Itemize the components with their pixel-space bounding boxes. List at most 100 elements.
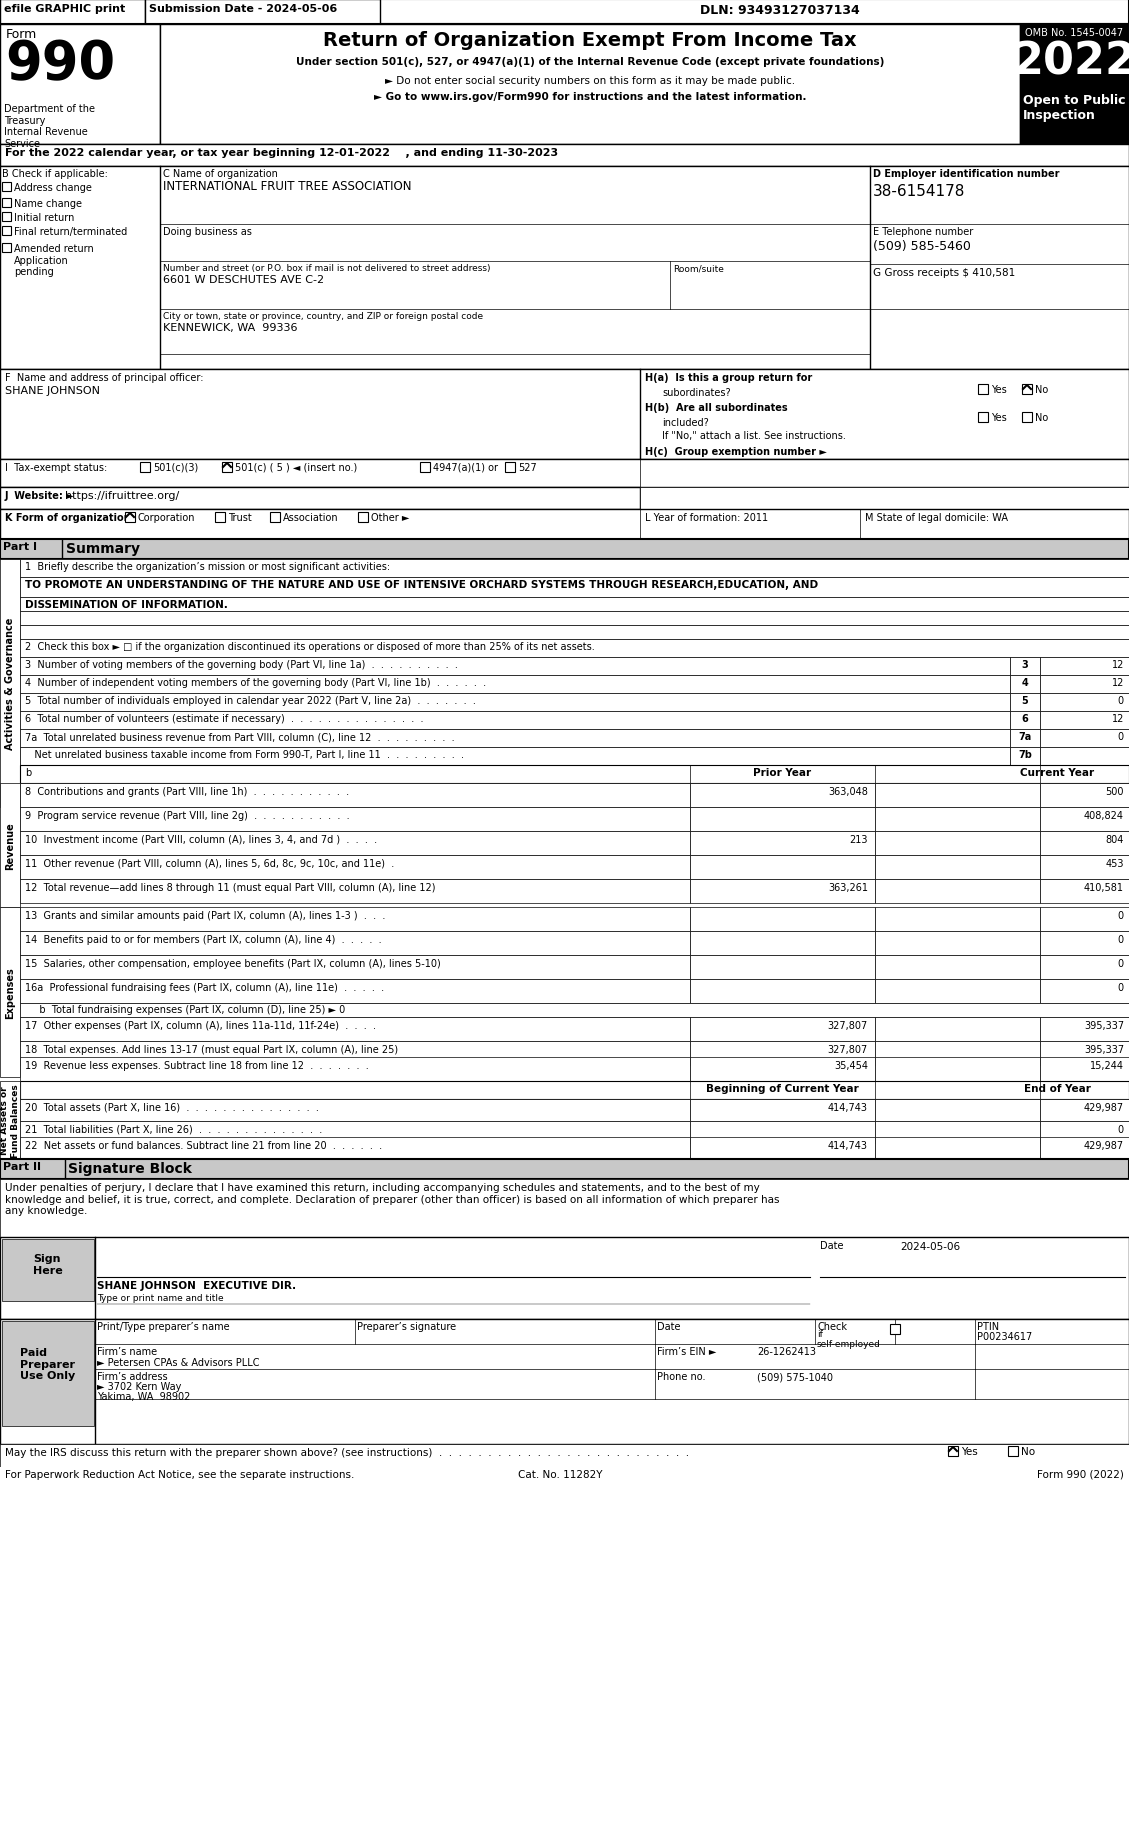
Bar bbox=[690, 1041, 875, 1065]
Text: ► Go to www.irs.gov/Form990 for instructions and the latest information.: ► Go to www.irs.gov/Form990 for instruct… bbox=[374, 92, 806, 102]
Text: 363,048: 363,048 bbox=[829, 787, 868, 796]
Bar bbox=[2, 183, 11, 192]
Text: G Gross receipts $ 410,581: G Gross receipts $ 410,581 bbox=[873, 267, 1015, 278]
Bar bbox=[1010, 748, 1040, 765]
Text: Yes: Yes bbox=[991, 414, 1007, 423]
Text: DLN: 93493127037134: DLN: 93493127037134 bbox=[700, 4, 860, 16]
Bar bbox=[0, 489, 640, 511]
Bar bbox=[690, 880, 875, 904]
Text: End of Year: End of Year bbox=[1024, 1083, 1091, 1093]
Text: 410,581: 410,581 bbox=[1084, 882, 1124, 893]
Bar bbox=[1040, 831, 1129, 856]
Text: Net unrelated business taxable income from Form 990-T, Part I, line 11  .  .  . : Net unrelated business taxable income fr… bbox=[25, 750, 464, 759]
Bar bbox=[20, 578, 1129, 598]
Bar bbox=[1022, 384, 1032, 395]
Text: 363,261: 363,261 bbox=[828, 882, 868, 893]
Text: D Employer identification number: D Employer identification number bbox=[873, 168, 1059, 179]
Text: Trust: Trust bbox=[228, 512, 252, 523]
Text: Return of Organization Exempt From Income Tax: Return of Organization Exempt From Incom… bbox=[323, 31, 857, 49]
Text: 7b: 7b bbox=[1018, 750, 1032, 759]
Bar bbox=[0, 1444, 1129, 1468]
Bar bbox=[20, 598, 1129, 611]
Bar bbox=[1040, 1058, 1129, 1082]
Bar bbox=[420, 463, 430, 472]
Text: 11  Other revenue (Part VIII, column (A), lines 5, 6d, 8c, 9c, 10c, and 11e)  .: 11 Other revenue (Part VIII, column (A),… bbox=[25, 858, 394, 869]
Bar bbox=[20, 765, 1129, 783]
Bar bbox=[875, 807, 1040, 831]
Text: L Year of formation: 2011: L Year of formation: 2011 bbox=[645, 512, 768, 523]
Text: ► 3702 Kern Way: ► 3702 Kern Way bbox=[97, 1382, 182, 1391]
Text: Beginning of Current Year: Beginning of Current Year bbox=[706, 1083, 858, 1093]
Text: H(b)  Are all subordinates: H(b) Are all subordinates bbox=[645, 403, 788, 414]
Text: 2  Check this box ► □ if the organization discontinued its operations or dispose: 2 Check this box ► □ if the organization… bbox=[25, 642, 595, 651]
Text: Room/suite: Room/suite bbox=[673, 264, 724, 273]
Bar bbox=[2, 212, 11, 221]
Text: 4947(a)(1) or: 4947(a)(1) or bbox=[434, 463, 498, 472]
Text: Cat. No. 11282Y: Cat. No. 11282Y bbox=[518, 1469, 602, 1479]
Text: Yes: Yes bbox=[961, 1446, 978, 1457]
Bar bbox=[160, 26, 1019, 145]
Bar bbox=[270, 512, 280, 523]
Text: P00234617: P00234617 bbox=[977, 1330, 1032, 1341]
Text: 5  Total number of individuals employed in calendar year 2022 (Part V, line 2a) : 5 Total number of individuals employed i… bbox=[25, 695, 476, 706]
Text: Date: Date bbox=[657, 1321, 681, 1330]
Bar bbox=[0, 26, 160, 145]
Bar bbox=[20, 712, 1010, 730]
Text: No: No bbox=[1021, 1446, 1035, 1457]
Bar bbox=[875, 880, 1040, 904]
Text: 0: 0 bbox=[1118, 732, 1124, 741]
Bar bbox=[20, 675, 1010, 694]
Bar bbox=[948, 1446, 959, 1457]
Text: Final return/terminated: Final return/terminated bbox=[14, 227, 128, 236]
Text: No: No bbox=[1035, 384, 1048, 395]
Bar bbox=[690, 908, 875, 931]
Text: 7a: 7a bbox=[1018, 732, 1032, 741]
Text: Form: Form bbox=[6, 27, 37, 40]
Text: 6  Total number of volunteers (estimate if necessary)  .  .  .  .  .  .  .  .  .: 6 Total number of volunteers (estimate i… bbox=[25, 714, 423, 723]
Bar bbox=[0, 1468, 1129, 1490]
Bar bbox=[690, 1058, 875, 1082]
Text: 35,454: 35,454 bbox=[834, 1060, 868, 1071]
Text: Name change: Name change bbox=[14, 199, 82, 209]
Bar bbox=[1019, 26, 1129, 145]
Bar bbox=[140, 463, 150, 472]
Text: 395,337: 395,337 bbox=[1084, 1045, 1124, 1054]
Bar bbox=[20, 1122, 690, 1144]
Bar bbox=[505, 463, 515, 472]
Text: 2024-05-06: 2024-05-06 bbox=[900, 1241, 960, 1252]
Bar bbox=[1040, 880, 1129, 904]
Bar bbox=[20, 560, 1129, 578]
Bar bbox=[1040, 1122, 1129, 1144]
Text: 8  Contributions and grants (Part VIII, line 1h)  .  .  .  .  .  .  .  .  .  .  : 8 Contributions and grants (Part VIII, l… bbox=[25, 787, 349, 796]
Bar bbox=[1010, 712, 1040, 730]
Text: PTIN: PTIN bbox=[977, 1321, 999, 1330]
Bar bbox=[1019, 92, 1129, 145]
Text: Association: Association bbox=[283, 512, 339, 523]
Bar bbox=[1022, 414, 1032, 423]
Text: 4  Number of independent voting members of the governing body (Part VI, line 1b): 4 Number of independent voting members o… bbox=[25, 677, 487, 688]
Text: 408,824: 408,824 bbox=[1084, 811, 1124, 820]
Text: B Check if applicable:: B Check if applicable: bbox=[2, 168, 108, 179]
Text: efile GRAPHIC print: efile GRAPHIC print bbox=[5, 4, 125, 15]
Text: ► Do not enter social security numbers on this form as it may be made public.: ► Do not enter social security numbers o… bbox=[385, 77, 795, 86]
Bar bbox=[640, 489, 1129, 511]
Bar bbox=[875, 783, 1040, 807]
Bar bbox=[0, 1319, 1129, 1444]
Bar bbox=[1040, 955, 1129, 979]
Text: 12: 12 bbox=[1112, 677, 1124, 688]
Bar bbox=[20, 1003, 1129, 1017]
Bar bbox=[690, 979, 875, 1003]
Text: Summary: Summary bbox=[65, 542, 140, 556]
Text: 20  Total assets (Part X, line 16)  .  .  .  .  .  .  .  .  .  .  .  .  .  .  .: 20 Total assets (Part X, line 16) . . . … bbox=[25, 1102, 318, 1113]
Text: 395,337: 395,337 bbox=[1084, 1021, 1124, 1030]
Text: Department of the
Treasury
Internal Revenue
Service: Department of the Treasury Internal Reve… bbox=[5, 104, 95, 148]
Text: Address change: Address change bbox=[14, 183, 91, 192]
Text: SHANE JOHNSON  EXECUTIVE DIR.: SHANE JOHNSON EXECUTIVE DIR. bbox=[97, 1281, 296, 1290]
Text: Date: Date bbox=[820, 1241, 843, 1250]
Text: 6: 6 bbox=[1022, 714, 1029, 723]
Bar bbox=[20, 657, 1010, 675]
Bar bbox=[1040, 783, 1129, 807]
Text: 17  Other expenses (Part IX, column (A), lines 11a-11d, 11f-24e)  .  .  .  .: 17 Other expenses (Part IX, column (A), … bbox=[25, 1021, 376, 1030]
Text: Number and street (or P.O. box if mail is not delivered to street address): Number and street (or P.O. box if mail i… bbox=[163, 264, 490, 273]
Text: b  Total fundraising expenses (Part IX, column (D), line 25) ► 0: b Total fundraising expenses (Part IX, c… bbox=[30, 1005, 345, 1014]
